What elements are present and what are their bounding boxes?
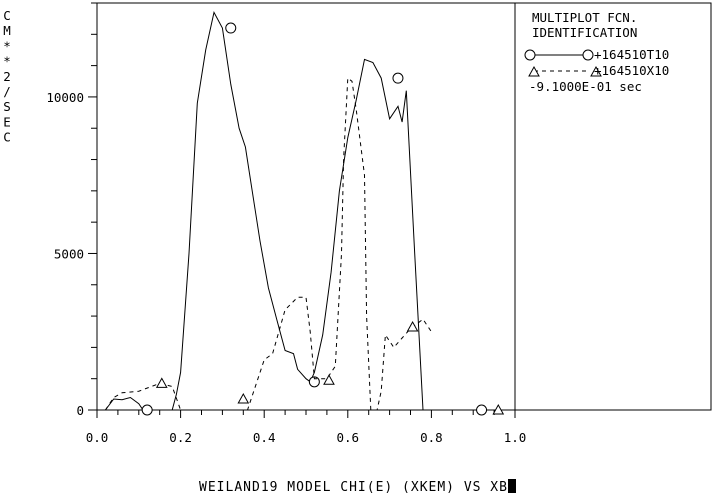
series-group [104, 10, 505, 416]
legend-circle-marker-right [582, 49, 594, 61]
y-label-char: M [3, 23, 11, 38]
y-tick-label: 0 [76, 403, 84, 418]
x-axis-ticks: 0.0 0.2 0.4 0.6 0.8 1.0 [86, 410, 527, 445]
y-axis-ticks: 0 5000 10000 [46, 2, 97, 418]
triangle-marker [237, 393, 250, 404]
circle-marker [225, 22, 237, 34]
legend-entry-2-label: +164510X10 [594, 63, 669, 78]
circle-marker [392, 72, 404, 84]
y-label-char: 2 [3, 69, 11, 84]
legend-frame [514, 2, 712, 411]
circle-marker [308, 376, 320, 388]
y-tick-label: 5000 [54, 246, 84, 261]
legend-circle-marker-left [524, 49, 536, 61]
triangle-marker [155, 377, 168, 388]
legend-entry-2: +164510X10 [528, 63, 669, 78]
y-axis-label: CM**2/SEC [3, 8, 11, 145]
legend-entry-1-label: +164510T10 [594, 47, 669, 62]
y-label-char: S [3, 99, 11, 114]
x-tick-label: 0.6 [337, 430, 360, 445]
x-tick-label: 0.2 [169, 430, 192, 445]
x-tick-label: 0.4 [253, 430, 276, 445]
triangle-marker [406, 321, 419, 332]
caption-text: WEILAND19 MODEL CHI(E) (XKEM) VS XB [199, 480, 508, 495]
circle-marker [141, 404, 153, 416]
legend-triangle-marker-right [590, 65, 602, 77]
triangle-marker [323, 374, 335, 385]
circle-marker [476, 404, 488, 416]
series-line-2 [104, 77, 432, 411]
y-label-char: * [3, 38, 11, 53]
y-label-char: / [3, 84, 11, 99]
y-label-char: E [3, 114, 11, 129]
triangle-marker [492, 403, 505, 415]
x-tick-label: 0.8 [420, 430, 443, 445]
plot-frame [96, 2, 516, 411]
y-label-char: C [3, 130, 11, 145]
text-cursor [507, 479, 516, 493]
legend-title-line1: MULTIPLOT FCN. [532, 10, 637, 25]
legend-entry-1: +164510T10 [524, 47, 669, 62]
x-tick-label: 1.0 [504, 430, 527, 445]
y-tick-label: 10000 [46, 90, 84, 105]
legend-triangle-marker-left [528, 65, 540, 77]
y-label-char: C [3, 8, 11, 23]
legend-time: -9.1000E-01 sec [529, 79, 642, 94]
series-line-1 [105, 10, 438, 411]
y-label-char: * [3, 54, 11, 69]
x-axis-caption: WEILAND19 MODEL CHI(E) (XKEM) VS XB [0, 479, 715, 495]
legend-title-line2: IDENTIFICATION [532, 25, 637, 40]
x-tick-label: 0.0 [86, 430, 109, 445]
